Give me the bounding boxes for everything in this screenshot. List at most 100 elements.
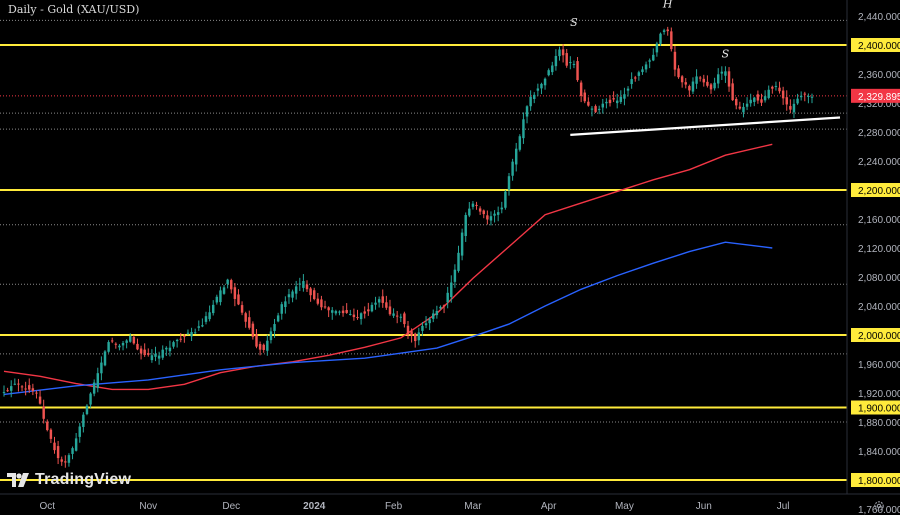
candle [482,209,485,219]
candle-body [175,339,179,342]
candle-body [500,207,504,210]
tradingview-logo[interactable]: TradingView [6,471,131,489]
level-price-tag: 2,400.000 [851,38,900,52]
candle [529,90,532,111]
candle-body [114,343,118,345]
candle-body [60,459,63,462]
horizontal-levels [0,44,847,481]
candle-body [504,191,507,208]
candle [219,286,222,306]
candle [165,346,168,357]
candle [745,97,749,111]
candle-body [103,351,107,366]
candle-body [219,290,222,303]
candle-body [579,82,583,96]
candle-body [720,71,724,74]
candle [201,318,204,328]
candle-body [691,81,695,92]
candle [17,378,20,392]
candle-body [428,319,431,324]
candle-body [13,383,17,385]
candle [655,41,659,57]
candle [262,343,265,353]
candle-body [799,95,803,98]
x-tick-label: May [615,501,634,512]
candle-body [435,311,439,316]
candle-body [446,292,449,303]
x-tick-label: Feb [385,501,403,512]
candle [716,68,720,89]
candle [42,399,45,424]
candle [211,300,215,316]
y-tick-label: 2,160.000 [858,215,900,226]
candle [735,97,738,110]
candle-body [46,421,49,431]
candle-body [331,310,334,313]
candle [540,82,543,95]
candle [680,75,684,88]
level-tag-label: 2,400.000 [858,41,900,52]
candle [53,436,56,454]
candle [110,337,114,344]
candle [230,278,233,294]
candle [143,343,146,357]
candle [774,81,778,91]
candle-body [2,392,6,394]
candle [64,455,67,468]
candle-body [395,315,399,317]
candle-body [89,393,92,405]
candle [579,80,583,103]
level-price-tag: 1,800.000 [851,473,900,487]
level-tag-label: 1,800.000 [858,476,900,487]
candle [792,99,796,118]
candle-body [190,332,193,337]
candle [338,310,341,316]
candle [662,28,666,35]
candle-body [341,310,345,314]
candle [298,277,302,292]
candle [204,311,208,325]
candle [514,142,518,172]
candle-body [280,304,283,314]
candle [150,349,154,363]
candle-body [655,43,659,53]
candle-body [287,294,291,298]
candle-body [251,323,255,337]
candle-body [172,342,175,347]
candle [698,75,702,82]
candle [446,286,449,309]
candle-body [42,406,45,419]
candle-body [803,93,807,95]
candle [460,228,464,261]
candle-body [688,86,691,91]
candle-body [201,325,204,327]
candle-body [442,305,446,307]
candle [240,301,244,316]
candle [139,345,143,360]
candle-body [745,103,749,107]
candle-body [168,347,172,352]
candle-body [230,280,233,290]
pattern-label-head: H [662,0,673,10]
gear-icon[interactable] [873,500,885,512]
candle-body [608,99,612,104]
candle-body [413,333,417,342]
candle-body [255,333,258,347]
x-tick-label: Mar [464,501,482,512]
y-tick-label: 2,120.000 [858,244,900,255]
candle-body [796,98,799,104]
candle-body [507,176,511,190]
candle-body [240,305,244,313]
blue-moving-average-line [3,241,773,396]
candle [323,300,327,309]
y-tick-label: 2,040.000 [858,302,900,313]
candle [453,264,457,288]
candle [215,294,219,305]
moving-averages [3,143,773,396]
candle-body [511,161,514,176]
candle-body [64,461,67,463]
candle [525,105,529,124]
candle [489,211,493,226]
candle [673,45,677,77]
candle [385,295,388,310]
